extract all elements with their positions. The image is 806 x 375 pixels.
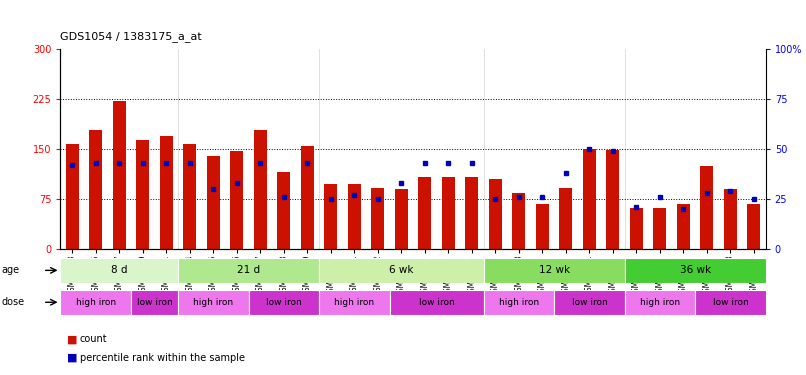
Text: low iron: low iron: [571, 298, 607, 307]
Bar: [207, 156, 220, 249]
Text: low iron: low iron: [266, 298, 301, 307]
Bar: [554, 290, 625, 315]
Text: count: count: [80, 334, 107, 344]
Text: high iron: high iron: [76, 298, 116, 307]
Bar: [418, 177, 431, 249]
Bar: [630, 208, 643, 249]
Bar: [136, 140, 149, 249]
Bar: [113, 101, 126, 249]
Text: percentile rank within the sample: percentile rank within the sample: [80, 353, 245, 363]
Text: low iron: low iron: [136, 298, 172, 307]
Bar: [178, 258, 319, 283]
Bar: [700, 166, 713, 249]
Bar: [654, 208, 667, 249]
Bar: [372, 188, 384, 249]
Bar: [131, 290, 178, 315]
Bar: [60, 258, 178, 283]
Bar: [60, 290, 131, 315]
Bar: [254, 130, 267, 249]
Text: ■: ■: [67, 353, 77, 363]
Bar: [724, 189, 737, 249]
Bar: [389, 290, 484, 315]
Bar: [89, 130, 102, 249]
Bar: [178, 290, 248, 315]
Bar: [677, 204, 690, 249]
Text: ■: ■: [67, 334, 77, 344]
Bar: [348, 184, 361, 249]
Text: high iron: high iron: [640, 298, 680, 307]
Text: dose: dose: [2, 297, 25, 307]
Bar: [484, 258, 625, 283]
Bar: [465, 177, 478, 249]
Bar: [301, 146, 314, 249]
Text: 6 wk: 6 wk: [389, 266, 413, 275]
Bar: [66, 144, 79, 249]
Bar: [606, 150, 619, 249]
Text: 36 wk: 36 wk: [679, 266, 711, 275]
Text: 21 d: 21 d: [237, 266, 260, 275]
Text: high iron: high iron: [499, 298, 539, 307]
Bar: [695, 290, 766, 315]
Bar: [319, 290, 389, 315]
Text: high iron: high iron: [334, 298, 374, 307]
Bar: [489, 179, 502, 249]
Text: low iron: low iron: [713, 298, 748, 307]
Bar: [248, 290, 319, 315]
Text: high iron: high iron: [193, 298, 233, 307]
Bar: [231, 151, 243, 249]
Bar: [583, 149, 596, 249]
Bar: [160, 136, 172, 249]
Text: 8 d: 8 d: [111, 266, 127, 275]
Bar: [559, 188, 572, 249]
Bar: [536, 204, 549, 249]
Bar: [442, 177, 455, 249]
Text: low iron: low iron: [418, 298, 455, 307]
Text: age: age: [2, 266, 19, 275]
Bar: [484, 290, 554, 315]
Bar: [319, 258, 484, 283]
Bar: [747, 204, 760, 249]
Bar: [395, 189, 408, 249]
Bar: [625, 258, 766, 283]
Bar: [183, 144, 196, 249]
Bar: [625, 290, 695, 315]
Bar: [513, 192, 526, 249]
Text: GDS1054 / 1383175_a_at: GDS1054 / 1383175_a_at: [60, 31, 202, 42]
Bar: [277, 172, 290, 249]
Text: 12 wk: 12 wk: [538, 266, 570, 275]
Bar: [324, 184, 337, 249]
